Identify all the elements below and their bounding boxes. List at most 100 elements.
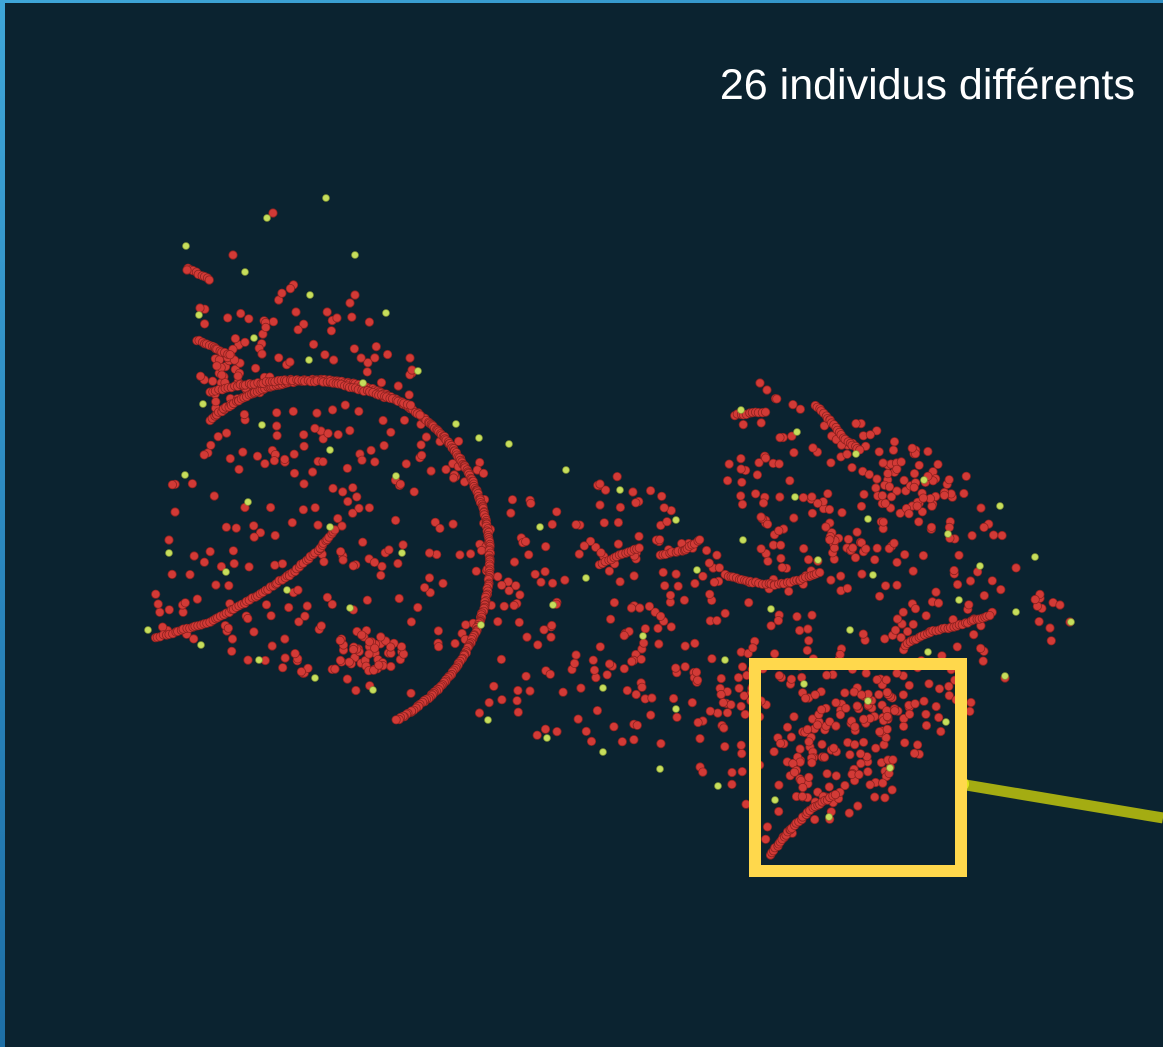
green-point-marker: [721, 656, 729, 664]
red-point-marker: [904, 509, 914, 519]
red-point-marker: [822, 769, 832, 779]
red-point-marker: [904, 709, 915, 719]
red-point-marker: [358, 537, 368, 547]
red-point-marker: [164, 605, 174, 615]
red-point-marker: [573, 714, 583, 724]
red-point-marker: [737, 477, 747, 487]
red-point-marker: [395, 479, 406, 489]
green-point-marker: [562, 466, 570, 474]
red-point-marker: [842, 583, 853, 594]
red-point-marker: [342, 463, 352, 473]
red-point-marker: [644, 601, 655, 612]
red-point-marker: [547, 519, 557, 530]
red-point-marker: [662, 517, 672, 527]
red-point-marker: [424, 573, 435, 583]
red-point-marker: [476, 545, 487, 556]
red-point-marker: [384, 545, 394, 555]
red-point-marker: [239, 409, 249, 420]
green-point-marker: [549, 601, 557, 609]
red-point-marker: [872, 675, 882, 685]
red-point-marker: [693, 717, 703, 728]
red-point-marker: [917, 507, 928, 517]
red-point-marker: [409, 487, 419, 497]
green-point-marker: [771, 796, 779, 804]
green-point-marker: [182, 242, 190, 250]
red-point-marker: [1045, 623, 1055, 633]
green-point-marker: [1031, 553, 1039, 561]
red-point-marker: [280, 634, 290, 644]
red-point-marker: [859, 489, 869, 499]
red-point-marker: [280, 653, 290, 663]
red-point-marker: [736, 464, 746, 474]
red-point-marker: [379, 440, 389, 451]
red-point-marker: [221, 522, 231, 532]
red-point-marker: [619, 664, 629, 674]
red-point-marker: [799, 543, 809, 554]
red-point-marker: [655, 535, 665, 545]
green-point-marker: [199, 400, 207, 408]
red-point-marker: [976, 503, 986, 513]
red-point-marker: [274, 353, 284, 363]
red-point-marker: [680, 641, 690, 651]
red-point-marker: [769, 747, 779, 757]
red-point-marker: [335, 655, 345, 666]
green-point-marker: [536, 523, 544, 531]
red-point-marker: [734, 683, 744, 693]
red-point-marker: [939, 490, 950, 500]
red-point-marker: [546, 632, 556, 642]
red-point-marker: [170, 507, 180, 517]
red-point-marker: [496, 654, 506, 665]
red-point-marker: [830, 789, 841, 800]
red-point-marker: [382, 349, 393, 360]
green-point-marker: [241, 268, 249, 276]
green-point-marker: [326, 523, 334, 531]
red-point-marker: [773, 615, 784, 626]
green-point-marker: [924, 648, 932, 656]
red-point-marker: [637, 682, 647, 692]
red-point-marker: [907, 443, 917, 453]
red-point-marker: [882, 724, 892, 734]
red-point-marker: [691, 667, 702, 677]
red-point-marker: [850, 722, 860, 732]
red-point-marker: [726, 700, 736, 710]
red-point-marker: [647, 693, 657, 703]
red-point-marker: [819, 752, 830, 762]
red-point-marker: [327, 599, 337, 610]
red-point-marker: [795, 404, 806, 414]
red-point-marker: [515, 590, 525, 600]
red-point-marker: [605, 614, 616, 624]
red-point-marker: [761, 834, 771, 844]
red-point-marker: [272, 421, 282, 431]
red-point-marker: [615, 577, 625, 587]
green-point-marker: [955, 596, 963, 604]
red-point-marker: [761, 453, 771, 463]
green-point-marker: [322, 194, 330, 202]
red-point-marker: [364, 649, 374, 659]
red-point-marker: [848, 543, 858, 553]
red-point-marker: [871, 483, 881, 493]
red-point-marker: [465, 549, 476, 559]
red-point-marker: [969, 629, 979, 640]
red-point-marker: [823, 489, 833, 499]
red-point-marker: [285, 283, 295, 294]
red-point-marker: [280, 454, 290, 464]
red-point-marker: [912, 740, 923, 750]
red-point-marker: [889, 437, 900, 447]
red-point-marker: [493, 616, 503, 627]
red-point-marker: [824, 504, 835, 515]
red-point-marker: [851, 418, 861, 429]
red-point-marker: [895, 508, 905, 518]
green-point-marker: [222, 568, 230, 576]
green-point-marker: [477, 621, 485, 629]
red-point-marker: [370, 643, 380, 653]
red-point-marker: [896, 457, 906, 467]
red-point-marker: [364, 503, 374, 513]
red-point-marker: [840, 780, 850, 791]
red-point-marker: [512, 696, 522, 706]
red-point-marker: [536, 577, 546, 587]
red-point-marker: [878, 458, 888, 468]
red-point-marker: [600, 485, 611, 495]
red-point-marker: [244, 562, 254, 572]
red-point-marker: [591, 672, 601, 683]
red-point-marker: [856, 758, 866, 769]
